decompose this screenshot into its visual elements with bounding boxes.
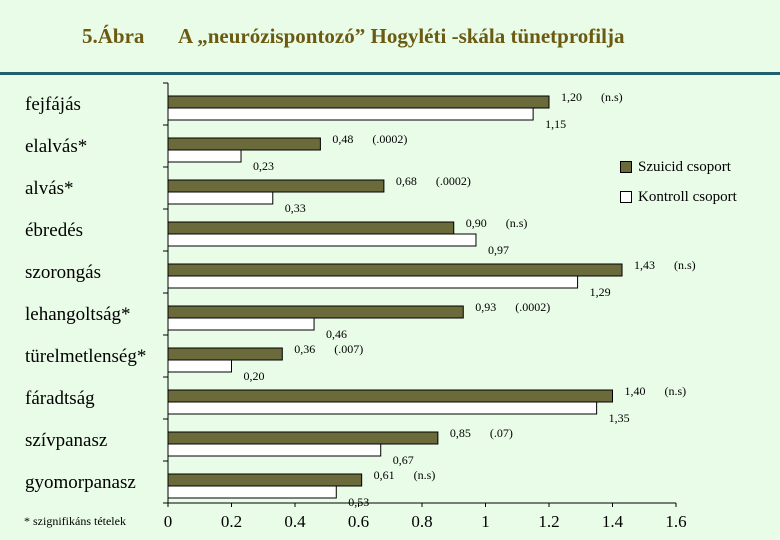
x-tick-label: 0 [164,512,173,531]
category-label: türelmetlenség* [25,346,146,367]
bar-suicide [167,305,464,319]
data-label-suicide: 0,90 [466,216,487,230]
bar-control [167,359,232,373]
data-label-control: 0,53 [348,495,369,509]
data-label-suicide: 1,20 [561,90,582,104]
category-label: szívpanasz [25,430,107,451]
data-label-control: 0,23 [253,159,274,173]
x-tick-label: 1.2 [538,512,559,531]
significance-label: (n.s) [414,468,436,482]
data-label-control: 0,33 [285,201,306,215]
x-tick-label: 1.4 [602,512,624,531]
legend-item-control: Kontroll csoport [620,186,737,208]
x-tick-label: 0.8 [411,512,432,531]
legend-swatch-control [620,191,632,203]
significance-label: (.0002) [372,132,407,146]
data-label-control: 0,46 [326,327,347,341]
bar-suicide [167,263,623,277]
x-tick-label: 0.4 [284,512,306,531]
data-label-suicide: 0,68 [396,174,417,188]
bar-control [167,107,534,121]
data-label-suicide: 0,61 [374,468,395,482]
bar-suicide [167,473,363,487]
data-label-control: 0,97 [488,243,509,257]
data-label-control: 0,20 [244,369,265,383]
category-label: alvás* [25,178,74,199]
category-label: szorongás [25,262,101,283]
bar-control [167,191,274,205]
bar-control [167,485,337,499]
data-label-suicide: 0,93 [475,300,496,314]
bar-control [167,275,579,289]
x-tick-label: 0.6 [348,512,369,531]
x-tick-label: 1.6 [665,512,686,531]
figure-label: 5.Ábra [82,24,145,48]
category-label: gyomorpanasz [25,472,136,493]
legend-item-suicide: Szuicid csoport [620,156,737,178]
bar-suicide [167,179,385,193]
category-label: lehangoltság* [25,304,131,325]
significance-label: (n.s) [601,90,623,104]
bar-suicide [167,347,283,361]
bar-suicide [167,431,439,445]
x-tick-label: 1 [481,512,490,531]
bar-suicide [167,221,455,235]
category-label: fáradtság [25,388,95,409]
x-tick-label: 0.2 [221,512,242,531]
data-label-control: 1,29 [590,285,611,299]
category-label: elalvás* [25,136,87,157]
legend-label-suicide: Szuicid csoport [638,158,731,175]
significance-label: (.007) [334,342,363,356]
data-label-control: 1,35 [609,411,630,425]
bar-control [167,401,598,415]
category-label: fejfájás [25,94,81,115]
significance-label: (.0002) [436,174,471,188]
data-label-suicide: 1,40 [625,384,646,398]
bar-control [167,317,315,331]
significance-label: (n.s) [665,384,687,398]
category-label: ébredés [25,220,83,241]
legend: Szuicid csoport Kontroll csoport [620,156,737,216]
data-label-suicide: 0,85 [450,426,471,440]
bar-suicide [167,95,550,109]
significance-label: (n.s) [506,216,528,230]
header-band: 5.Ábra A „neurózispontozó” Hogyléti -ská… [0,0,780,75]
legend-label-control: Kontroll csoport [638,188,737,205]
significance-label: (n.s) [674,258,696,272]
data-label-control: 1,15 [545,117,566,131]
bar-control [167,233,477,247]
data-label-suicide: 0,48 [332,132,353,146]
significance-label: (.0002) [515,300,550,314]
data-label-suicide: 1,43 [634,258,655,272]
data-label-suicide: 0,36 [294,342,315,356]
bar-control [167,443,382,457]
bar-suicide [167,137,321,151]
bar-suicide [167,389,613,403]
significance-label: (.07) [490,426,513,440]
bar-control [167,149,242,163]
chart-title: A „neurózispontozó” Hogyléti -skála tüne… [178,24,625,48]
footnote: * szignifikáns tételek [24,514,126,528]
data-label-control: 0,67 [393,453,414,467]
legend-swatch-suicide [620,161,632,173]
